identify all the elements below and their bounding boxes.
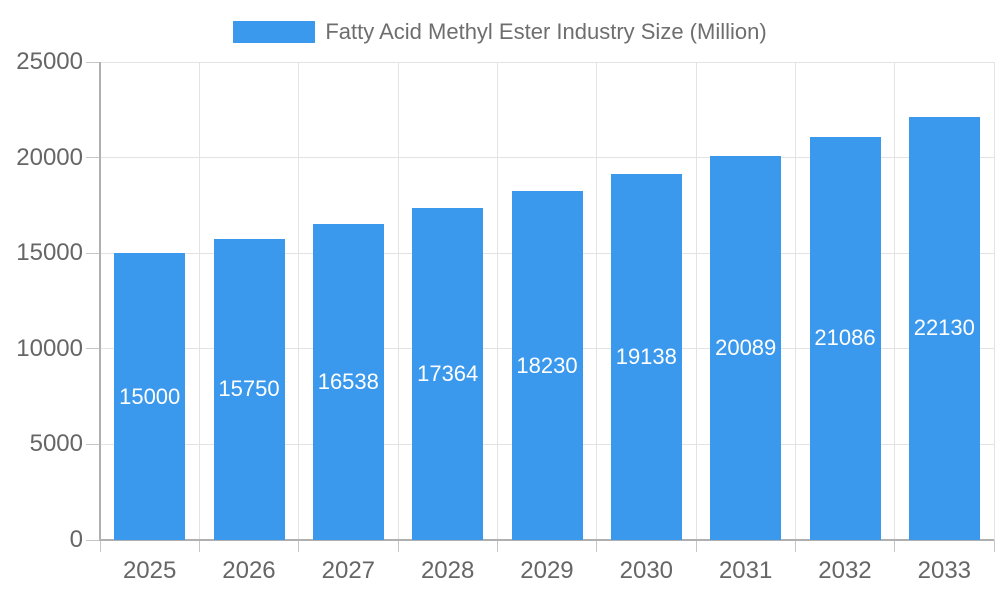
bar-2028[interactable]: 17364: [412, 208, 484, 540]
x-gridline: [298, 62, 300, 540]
y-axis-tick: [86, 348, 99, 350]
bar-value-label: 15000: [119, 383, 181, 409]
x-axis-line: [99, 539, 994, 541]
x-tick-label: 2032: [818, 557, 872, 584]
x-axis-tick: [894, 540, 896, 552]
y-axis-tick: [86, 61, 99, 63]
y-axis-tick: [86, 157, 99, 159]
x-tick-label: 2030: [619, 557, 674, 584]
x-tick-label: 2029: [520, 557, 574, 584]
bar-value-label: 18230: [516, 352, 578, 378]
legend-swatch-icon: [233, 21, 316, 43]
bar-2026[interactable]: 15750: [213, 238, 285, 540]
x-axis-tick: [298, 540, 300, 552]
x-axis-tick: [596, 540, 598, 552]
x-tick-label: 2027: [321, 557, 376, 584]
x-axis-tick: [397, 540, 399, 552]
bar-2025[interactable]: 15000: [114, 253, 186, 540]
x-axis-tick: [496, 540, 498, 552]
bar-2033[interactable]: 22130: [908, 116, 980, 540]
x-gridline: [695, 62, 697, 540]
bar-value-label: 21086: [814, 325, 876, 351]
bar-2030[interactable]: 19138: [610, 174, 682, 540]
y-gridline: [100, 61, 994, 63]
bar-2029[interactable]: 18230: [511, 191, 583, 540]
x-gridline: [794, 62, 796, 540]
bar-value-label: 17364: [417, 361, 479, 386]
y-axis-tick: [86, 443, 99, 445]
x-tick-label: 2025: [122, 557, 177, 584]
x-tick-label: 2026: [222, 557, 276, 584]
x-gridline: [397, 62, 399, 540]
y-tick-label: 25000: [16, 48, 83, 75]
x-axis-tick: [993, 540, 995, 552]
y-tick-label: 20000: [16, 143, 83, 171]
plot-area: 0 5000 10000 15000 20000 25000 15000 2025 15750 2…: [16, 50, 995, 584]
legend-label: Fatty Acid Methyl Ester Industry Size (M…: [325, 19, 767, 44]
x-gridline: [596, 62, 598, 540]
chart-legend[interactable]: Fatty Acid Methyl Ester Industry Size (M…: [0, 19, 1000, 45]
x-axis-tick: [99, 540, 101, 552]
x-axis-tick: [198, 540, 200, 552]
y-axis-line: [99, 62, 101, 540]
bar-value-label: 22130: [913, 315, 975, 341]
y-tick-label: 10000: [16, 334, 83, 362]
y-axis-tick: [86, 252, 99, 254]
x-axis-tick: [794, 540, 796, 552]
x-gridline: [198, 62, 200, 540]
y-tick-label: 15000: [16, 239, 83, 267]
x-axis-tick: [695, 540, 697, 552]
bar-value-label: 15750: [218, 376, 280, 402]
x-tick-label: 2028: [420, 557, 475, 584]
bar-2031[interactable]: 20089: [710, 155, 782, 540]
y-axis-tick: [86, 539, 99, 541]
y-tick-label: 0: [69, 526, 83, 553]
y-gridline: [100, 157, 994, 159]
y-tick-label: 5000: [29, 430, 83, 458]
x-tick-label: 2033: [917, 557, 972, 584]
bar-2032[interactable]: 21086: [809, 136, 881, 540]
x-gridline: [993, 62, 995, 540]
bar-2027[interactable]: 16538: [312, 223, 384, 540]
x-gridline: [496, 62, 498, 540]
bar-value-label: 20089: [715, 334, 777, 360]
x-tick-label: 2031: [718, 557, 773, 584]
bar-value-label: 19138: [615, 344, 677, 370]
bar-value-label: 16538: [317, 368, 379, 394]
x-gridline: [894, 62, 896, 540]
